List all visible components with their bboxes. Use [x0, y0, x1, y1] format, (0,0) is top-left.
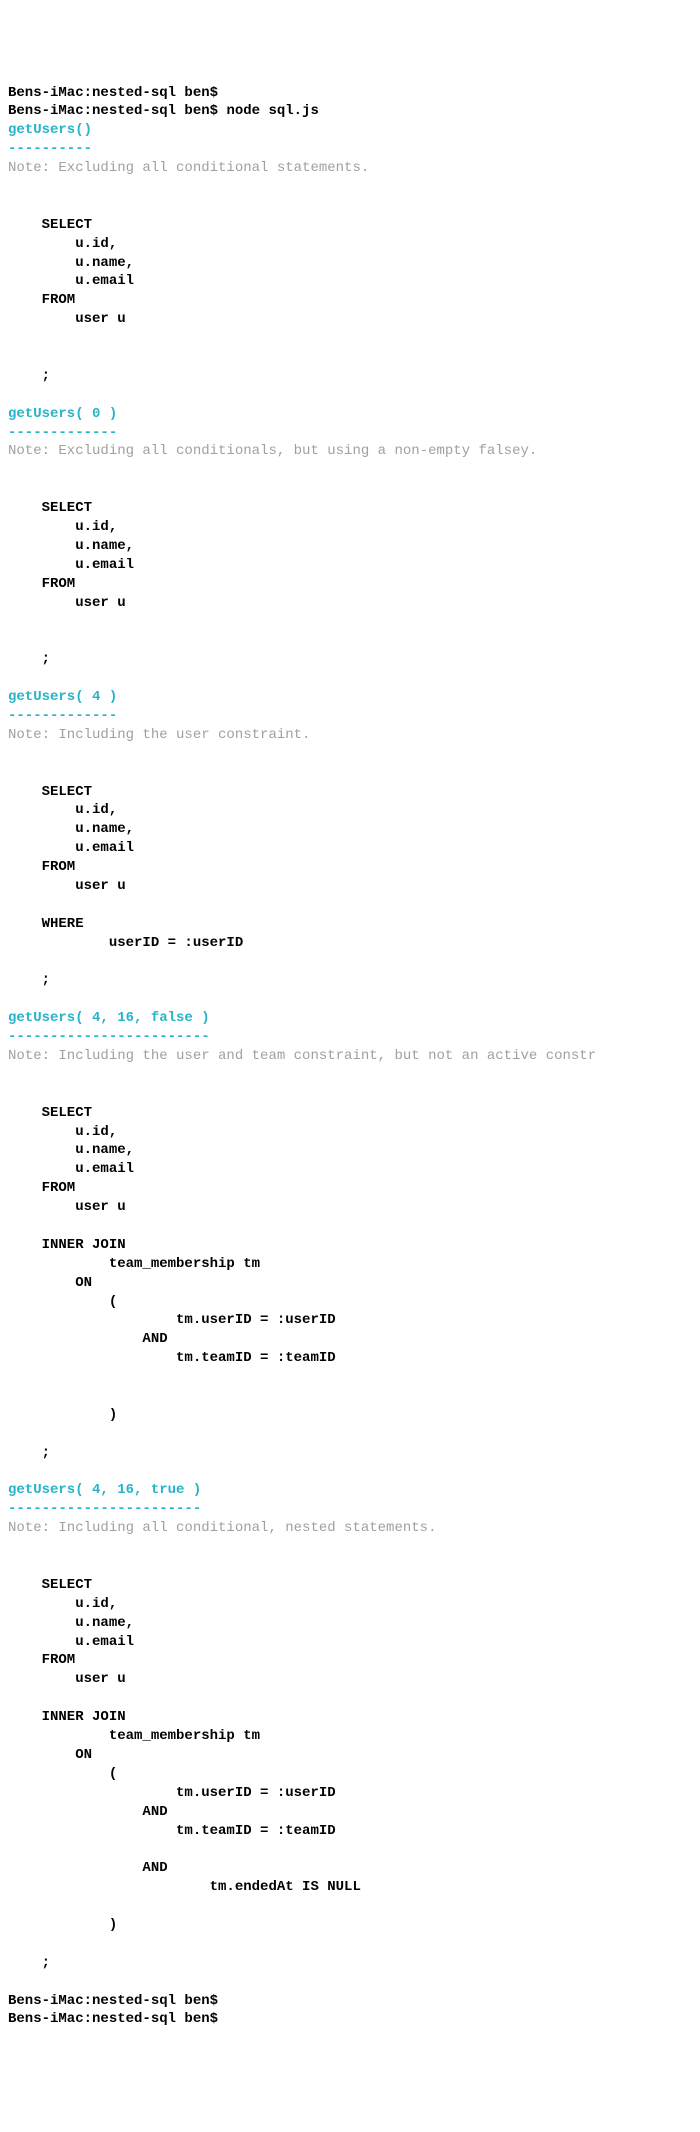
sql-block: SELECT u.id, u.name, u.email FROM user u… [8, 784, 243, 989]
section-underline: ------------- [8, 708, 117, 724]
sql-block: SELECT u.id, u.name, u.email FROM user u… [8, 217, 134, 384]
section-heading: getUsers( 4 ) [8, 689, 117, 705]
section-underline: ----------------------- [8, 1501, 201, 1517]
section-note: Note: Including all conditional, nested … [8, 1520, 436, 1536]
sql-block: SELECT u.id, u.name, u.email FROM user u… [8, 500, 134, 667]
section-underline: ---------- [8, 141, 92, 157]
section-underline: ------------------------ [8, 1029, 210, 1045]
shell-prompt: Bens-iMac:nested-sql ben$ [8, 85, 218, 101]
terminal-output: Bens-iMac:nested-sql ben$ Bens-iMac:nest… [8, 84, 692, 2030]
shell-prompt: Bens-iMac:nested-sql ben$ [8, 2011, 218, 2027]
section-heading: getUsers() [8, 122, 92, 138]
section-underline: ------------- [8, 425, 117, 441]
section-note: Note: Including the user constraint. [8, 727, 310, 743]
section-heading: getUsers( 0 ) [8, 406, 117, 422]
sql-block: SELECT u.id, u.name, u.email FROM user u… [8, 1577, 361, 1971]
sql-block: SELECT u.id, u.name, u.email FROM user u… [8, 1105, 336, 1461]
section-heading: getUsers( 4, 16, true ) [8, 1482, 201, 1498]
section-note: Note: Excluding all conditionals, but us… [8, 443, 537, 459]
shell-prompt: Bens-iMac:nested-sql ben$ [8, 103, 226, 119]
section-heading: getUsers( 4, 16, false ) [8, 1010, 210, 1026]
section-note: Note: Including the user and team constr… [8, 1048, 596, 1064]
section-note: Note: Excluding all conditional statemen… [8, 160, 369, 176]
shell-command: node sql.js [226, 103, 318, 119]
shell-prompt: Bens-iMac:nested-sql ben$ [8, 1993, 218, 2009]
